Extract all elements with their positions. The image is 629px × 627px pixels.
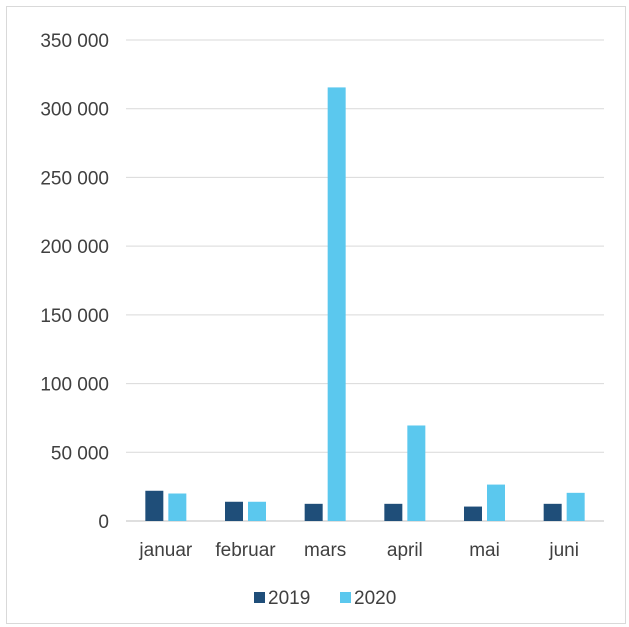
- bars: [145, 87, 585, 522]
- bar-2020-januar: [168, 493, 187, 521]
- x-tick-label: april: [387, 540, 423, 561]
- legend-label-2019: 2019: [268, 588, 310, 609]
- legend-label-2020: 2020: [354, 588, 396, 609]
- y-tick-label: 300 000: [40, 100, 109, 121]
- x-axis-tick-labels: januar februar mars april mai juni: [138, 540, 579, 561]
- bar-2020-juni: [566, 492, 585, 521]
- y-tick-label: 200 000: [40, 237, 109, 258]
- bar-2019-mai: [464, 506, 482, 521]
- bar-2020-februar: [248, 501, 266, 521]
- x-tick-label: februar: [215, 540, 276, 561]
- y-axis-tick-labels: 0 50 000 100 000 150 000 200 000 250 000 300 0…: [40, 31, 109, 533]
- bar-2019-juni: [543, 503, 562, 521]
- y-tick-label: 0: [98, 512, 109, 533]
- x-tick-label: mai: [469, 540, 500, 561]
- bar-2020-april: [407, 425, 426, 521]
- y-tick-label: 350 000: [40, 31, 109, 52]
- x-tick-label: juni: [548, 540, 579, 561]
- bar-2020-mars: [327, 87, 346, 522]
- bar-2019-januar: [145, 490, 164, 521]
- y-tick-label: 50 000: [51, 443, 109, 464]
- bar-2019-februar: [225, 501, 243, 521]
- y-tick-label: 150 000: [40, 306, 109, 327]
- bar-2019-april: [384, 503, 403, 521]
- x-tick-label: mars: [304, 540, 346, 561]
- gridlines: [126, 39, 604, 522]
- bar-2019-mars: [304, 503, 323, 521]
- legend-swatch-2019: [254, 592, 265, 603]
- y-tick-label: 100 000: [40, 375, 109, 396]
- legend: 2019 2020: [254, 588, 396, 609]
- bar-2020-mai: [487, 484, 505, 521]
- legend-swatch-2020: [340, 592, 351, 603]
- y-tick-label: 250 000: [40, 168, 109, 189]
- x-tick-label: januar: [138, 540, 192, 561]
